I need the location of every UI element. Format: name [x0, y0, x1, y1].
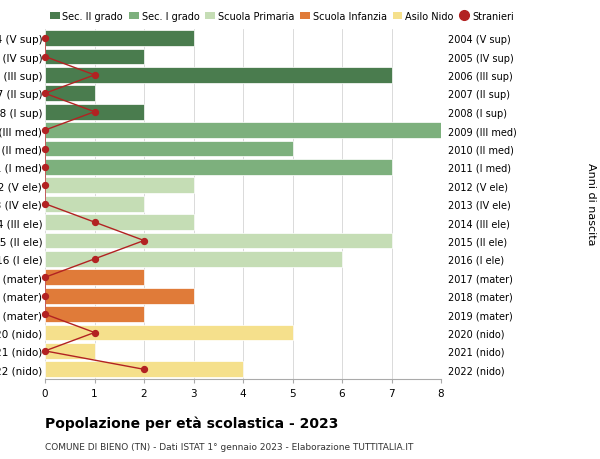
Bar [45, 196, 144, 212]
Point [40, 311, 50, 318]
Bar [45, 252, 342, 267]
Point [40, 146, 50, 153]
Legend: Sec. II grado, Sec. I grado, Scuola Primaria, Scuola Infanzia, Asilo Nido, Stran: Sec. II grado, Sec. I grado, Scuola Prim… [50, 11, 514, 22]
Point [40, 54, 50, 61]
Bar [45, 343, 95, 359]
Point [90, 219, 100, 226]
Bar [45, 141, 293, 157]
Bar [45, 31, 193, 47]
Point [40, 347, 50, 355]
Bar [45, 123, 441, 139]
Point [40, 127, 50, 134]
Point [40, 292, 50, 300]
Bar [45, 270, 144, 285]
Bar [45, 178, 193, 194]
Point [40, 274, 50, 281]
Text: Anni di nascita: Anni di nascita [586, 163, 596, 246]
Point [139, 237, 149, 245]
Point [90, 109, 100, 116]
Text: COMUNE DI BIENO (TN) - Dati ISTAT 1° gennaio 2023 - Elaborazione TUTTITALIA.IT: COMUNE DI BIENO (TN) - Dati ISTAT 1° gen… [45, 442, 413, 451]
Bar [45, 362, 243, 377]
Point [90, 256, 100, 263]
Bar [45, 215, 193, 230]
Point [90, 72, 100, 79]
Point [40, 201, 50, 208]
Point [40, 182, 50, 190]
Bar [45, 86, 95, 102]
Bar [45, 325, 293, 341]
Bar [45, 233, 392, 249]
Text: Popolazione per età scolastica - 2023: Popolazione per età scolastica - 2023 [45, 415, 338, 430]
Bar [45, 50, 144, 65]
Bar [45, 68, 392, 84]
Point [40, 164, 50, 171]
Point [40, 90, 50, 98]
Point [139, 366, 149, 373]
Bar [45, 307, 144, 322]
Bar [45, 160, 392, 175]
Point [90, 329, 100, 336]
Point [40, 35, 50, 43]
Bar [45, 288, 193, 304]
Bar [45, 105, 144, 120]
